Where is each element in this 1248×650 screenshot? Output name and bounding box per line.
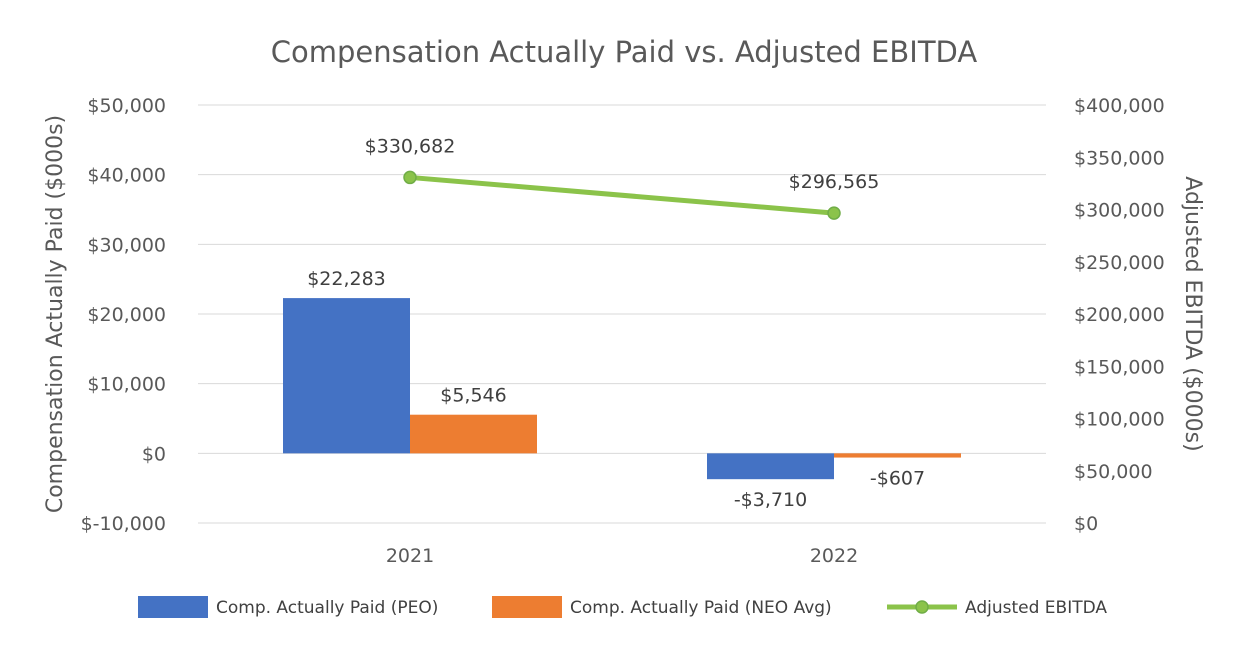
right-tick-label: $100,000: [1074, 409, 1165, 431]
legend-label: Comp. Actually Paid (PEO): [216, 598, 438, 618]
left-tick-label: $40,000: [87, 165, 166, 187]
right-tick-label: $400,000: [1074, 95, 1165, 117]
legend: Comp. Actually Paid (PEO) Comp. Actually …: [138, 596, 1107, 618]
bar: [834, 453, 961, 458]
right-tick-label: $50,000: [1074, 461, 1153, 483]
left-tick-label: $0: [142, 443, 166, 465]
right-tick-label: $250,000: [1074, 252, 1165, 274]
legend-label: Adjusted EBITDA: [965, 598, 1107, 618]
right-tick-label: $200,000: [1074, 304, 1165, 326]
legend-swatch: [492, 596, 562, 618]
data-label: $296,565: [789, 171, 880, 193]
chart-title: Compensation Actually Paid vs. Adjusted …: [271, 35, 978, 69]
bar: [283, 298, 410, 454]
left-tick-label: $-10,000: [81, 513, 166, 535]
line-series: [403, 170, 841, 220]
legend-label: Comp. Actually Paid (NEO Avg): [570, 598, 832, 618]
left-tick-label: $30,000: [87, 234, 166, 256]
right-tick-label: $150,000: [1074, 356, 1165, 378]
left-tick-label: $50,000: [87, 95, 166, 117]
right-tick-label: $350,000: [1074, 147, 1165, 169]
data-label: $22,283: [307, 268, 386, 290]
data-label: $5,546: [440, 385, 506, 407]
data-label: -$607: [870, 468, 925, 490]
bar: [410, 414, 537, 454]
bars: [283, 298, 961, 480]
right-tick-label: $300,000: [1074, 200, 1165, 222]
left-axis-title: Compensation Actually Paid ($000s): [43, 115, 68, 513]
data-label: -$3,710: [734, 489, 807, 511]
left-axis-ticks: $50,000 $40,000 $30,000 $20,000 $10,000 $0 $-1…: [81, 95, 166, 535]
data-label: $330,682: [365, 135, 456, 157]
category-label: 2021: [386, 545, 434, 567]
legend-swatch: [138, 596, 208, 618]
bar: [707, 453, 834, 480]
right-tick-label: $0: [1074, 513, 1098, 535]
right-axis-title: Adjusted EBITDA ($000s): [1180, 176, 1205, 451]
line-point: [403, 170, 417, 185]
left-tick-label: $10,000: [87, 374, 166, 396]
line-path: [407, 174, 837, 216]
data-labels: $22,283 -$3,710 $5,546 -$607 $330,682 $296,56…: [307, 135, 925, 511]
category-axis-ticks: 2021 2022: [386, 545, 858, 567]
legend-marker: [915, 600, 929, 614]
category-label: 2022: [810, 545, 858, 567]
left-tick-label: $20,000: [87, 304, 166, 326]
line-point: [827, 206, 841, 220]
right-axis-ticks: $400,000 $350,000 $300,000 $250,000 $200,000…: [1074, 95, 1165, 535]
